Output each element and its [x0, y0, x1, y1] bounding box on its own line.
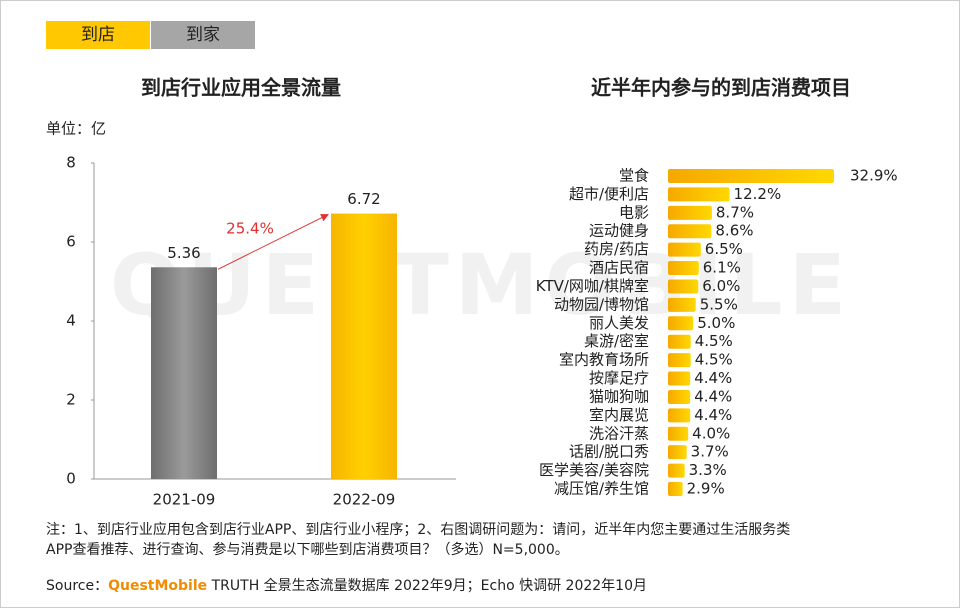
category-label: 动物园/博物馆 [554, 295, 649, 313]
y-tick-label: 4 [66, 312, 76, 330]
data-label: 5.36 [167, 244, 200, 262]
data-label: 4.0% [692, 424, 730, 442]
data-label: 8.6% [715, 222, 753, 240]
source-text: TRUTH 全景生态流量数据库 2022年9月；Echo 快调研 2022年10… [211, 578, 647, 594]
note: 注：1、到店行业应用包含到店行业APP、到店行业小程序；2、右图调研问题为：请问… [46, 522, 791, 538]
data-label: 12.2% [734, 185, 782, 203]
watermark: QUESTMOBILE [110, 236, 852, 334]
data-label: 4.5% [695, 332, 733, 350]
bar [668, 169, 834, 183]
bar [668, 316, 694, 331]
category-label: 猫咖狗咖 [589, 387, 649, 405]
bar [668, 371, 691, 386]
data-label: 32.9% [850, 167, 898, 185]
category-label: 堂食 [619, 167, 649, 185]
y-tick-label: 8 [66, 154, 76, 172]
category-label: 电影 [619, 203, 649, 221]
bar [331, 213, 397, 479]
bar [668, 224, 712, 239]
bar [668, 445, 687, 460]
tab[interactable]: 到家 [151, 21, 255, 49]
category-label: 运动健身 [589, 222, 649, 240]
data-label: 3.3% [689, 461, 727, 479]
data-label: 4.4% [694, 406, 732, 424]
data-label: 8.7% [716, 203, 754, 221]
y-tick-label: 6 [66, 233, 76, 251]
data-label: 5.5% [700, 295, 738, 313]
category-label: 酒店民宿 [589, 259, 649, 277]
category-label: 医学美容/美容院 [539, 461, 649, 479]
bar [668, 205, 712, 220]
data-label: 4.4% [694, 387, 732, 405]
bar [668, 334, 691, 349]
bar [668, 463, 685, 478]
category-label: 室内展览 [589, 406, 649, 424]
category-label: 减压馆/养生馆 [554, 480, 649, 498]
category-label: KTV/网咖/棋牌室 [536, 277, 649, 295]
data-label: 4.5% [695, 351, 733, 369]
bar [668, 261, 699, 276]
bar [668, 389, 691, 404]
tab[interactable]: 到店 [46, 21, 150, 49]
data-label: 2.9% [687, 480, 725, 498]
data-label: 3.7% [691, 443, 729, 461]
category-label: 丽人美发 [589, 314, 649, 332]
data-label: 6.1% [703, 259, 741, 277]
category-label: 超市/便利店 [569, 185, 649, 203]
data-label: 6.0% [702, 277, 740, 295]
source-label: Source： [46, 578, 109, 594]
category-label: 按摩足疗 [589, 369, 649, 387]
category-label: 洗浴汗蒸 [589, 424, 649, 442]
category-label: 室内教育场所 [559, 351, 649, 369]
data-label: 5.0% [697, 314, 735, 332]
growth-arrow [217, 214, 329, 270]
category-label: 药房/药店 [584, 240, 649, 258]
chart-title: 近半年内参与的到店消费项目 [591, 76, 851, 100]
source: Source：QuestMobile TRUTH 全景生态流量数据库 2022年… [46, 575, 647, 595]
bar [668, 242, 701, 257]
y-tick-label: 2 [66, 391, 76, 409]
annotation: 25.4% [226, 220, 274, 238]
bar [151, 267, 217, 479]
bar [668, 408, 691, 423]
data-label: 4.4% [694, 369, 732, 387]
category-label: 话剧/脱口秀 [569, 443, 649, 461]
bar [668, 187, 730, 202]
bar [668, 297, 696, 312]
bar [668, 279, 699, 294]
x-tick-label: 2022-09 [333, 491, 396, 509]
bar [668, 426, 689, 441]
chart-title: 到店行业应用全景流量 [141, 76, 341, 100]
bar [668, 482, 683, 496]
x-tick-label: 2021-09 [153, 491, 216, 509]
bar [668, 353, 691, 368]
unit-label: 单位：亿 [46, 120, 106, 138]
data-label: 6.72 [347, 190, 380, 208]
y-tick-label: 0 [66, 470, 76, 488]
note: APP查看推荐、进行查询、参与消费是以下哪些到店消费项目？（多选）N=5,000… [46, 542, 569, 558]
source-brand: QuestMobile [108, 578, 208, 594]
data-label: 6.5% [705, 240, 743, 258]
category-label: 桌游/密室 [584, 332, 649, 350]
